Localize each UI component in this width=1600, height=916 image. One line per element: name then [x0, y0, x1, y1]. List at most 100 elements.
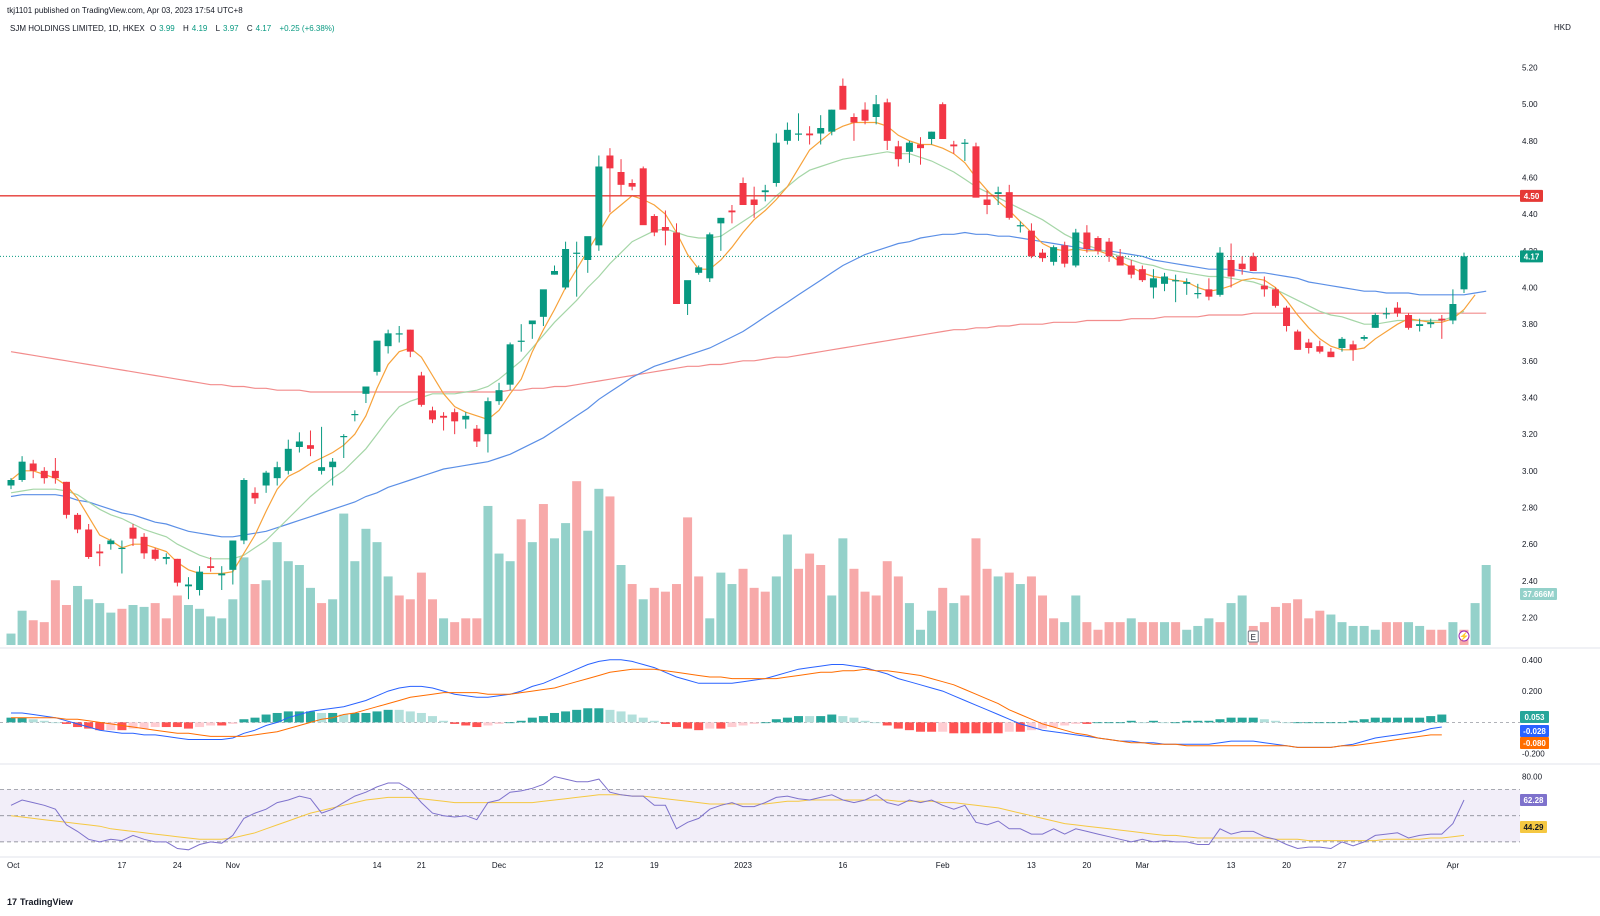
ohlc-open: O 3.99 — [149, 24, 175, 33]
macd-histogram-bar — [1171, 722, 1181, 724]
macd-histogram-bar — [971, 722, 981, 734]
macd-histogram-bar — [95, 722, 105, 731]
candle-body — [1205, 289, 1213, 297]
time-tick-label: 16 — [838, 861, 847, 870]
candle-body — [1105, 241, 1113, 257]
candle-body — [595, 166, 603, 246]
volume-bar — [1381, 622, 1391, 645]
tradingview-logo-icon: 17 — [7, 897, 18, 907]
candle-body — [639, 168, 647, 226]
macd-histogram-bar — [849, 717, 859, 723]
macd-histogram-bar — [1015, 722, 1025, 732]
macd-histogram-tag-bg — [1520, 711, 1549, 723]
candle-body — [828, 109, 836, 132]
candle-body — [1216, 252, 1224, 295]
candle-body — [107, 540, 115, 545]
macd-histogram-bar — [683, 722, 693, 729]
volume-bar — [405, 599, 415, 645]
candle-body — [817, 128, 825, 134]
macd-signal-tag: -0.080 — [1523, 739, 1546, 748]
macd-histogram-bar — [261, 714, 271, 723]
candle-body — [961, 142, 969, 144]
macd-histogram-bar — [1060, 722, 1070, 726]
candle-body — [173, 558, 181, 583]
volume-bar — [139, 606, 149, 645]
macd-histogram-tag: 0.053 — [1524, 713, 1545, 722]
macd-histogram-bar — [916, 722, 926, 732]
macd-histogram-bar — [1026, 722, 1036, 731]
candle-body — [1427, 322, 1435, 325]
volume-bar — [782, 534, 792, 645]
volume-bar — [1392, 622, 1402, 645]
volume-bar — [916, 629, 926, 645]
macd-histogram-bar — [1071, 722, 1081, 724]
rsi-line — [10, 775, 1465, 851]
candle-body — [1382, 313, 1390, 315]
volume-bar — [1370, 629, 1380, 645]
macd-histogram-bar — [1126, 720, 1136, 723]
macd-signal-line — [11, 668, 1442, 748]
volume-bar — [638, 599, 648, 645]
macd-histogram-bar — [549, 712, 559, 723]
macd-histogram-bar — [73, 722, 83, 728]
volume-bar — [294, 565, 304, 645]
volume-bar — [949, 603, 959, 645]
candle-body — [1349, 344, 1357, 350]
candle-body — [994, 192, 1002, 194]
macd-histogram-bar — [1004, 722, 1014, 732]
earnings-marker-label: E — [1251, 633, 1256, 642]
volume-bar — [794, 568, 804, 645]
candle-body — [462, 415, 470, 420]
resistance-price-tag: 4.50 — [1524, 192, 1540, 201]
tradingview-logo[interactable]: 17 TradingView — [7, 897, 73, 907]
macd-histogram-bar — [1093, 722, 1103, 724]
candle-body — [1360, 337, 1368, 339]
volume-bar — [183, 605, 193, 645]
candle-body — [1116, 256, 1124, 266]
volume-bar — [816, 565, 826, 645]
macd-histogram-bar — [128, 722, 138, 729]
volume-bar — [971, 538, 981, 645]
macd-histogram-bar — [1426, 716, 1436, 723]
macd-histogram-bar — [283, 711, 293, 723]
price-tick-label: 2.60 — [1522, 540, 1538, 549]
candle-body — [473, 428, 481, 442]
macd-histogram-bar — [1226, 717, 1236, 723]
time-tick-label: 13 — [1027, 861, 1036, 870]
macd-histogram-bar — [960, 722, 970, 734]
time-tick-label: 2023 — [734, 861, 752, 870]
macd-histogram-bar — [927, 722, 937, 732]
macd-histogram-bar — [350, 712, 360, 723]
candle-body — [1338, 338, 1346, 348]
volume-bar — [583, 530, 593, 645]
macd-histogram-bar — [649, 720, 659, 723]
volume-bar — [1071, 595, 1081, 645]
macd-histogram-bar — [671, 722, 681, 728]
volume-bar — [172, 595, 182, 645]
candle-body — [695, 267, 703, 273]
volume-bar — [927, 610, 937, 645]
candle-body — [717, 217, 725, 224]
macd-histogram-bar — [183, 722, 193, 729]
price-tick-label: 3.60 — [1522, 357, 1538, 366]
volume-bar — [938, 587, 948, 645]
macd-histogram-bar — [782, 717, 792, 723]
macd-histogram-bar — [372, 711, 382, 723]
macd-histogram-bar — [383, 709, 393, 723]
volume-bar — [705, 618, 715, 645]
volume-bar — [283, 561, 293, 645]
volume-bar — [1293, 599, 1303, 645]
candle-body — [1327, 351, 1335, 358]
resistance-price-tag-bg — [1520, 189, 1543, 202]
volume-bar — [17, 610, 27, 645]
candle-body — [1283, 307, 1291, 326]
candle-body — [318, 467, 326, 471]
ohlc-low: L 3.97 — [215, 24, 239, 33]
candle-body — [839, 85, 847, 110]
volume-bar — [206, 616, 216, 645]
macd-histogram-bar — [583, 708, 593, 723]
volume-bar — [1182, 629, 1192, 645]
volume-bar — [1337, 622, 1347, 645]
macd-histogram-bar — [738, 722, 748, 726]
